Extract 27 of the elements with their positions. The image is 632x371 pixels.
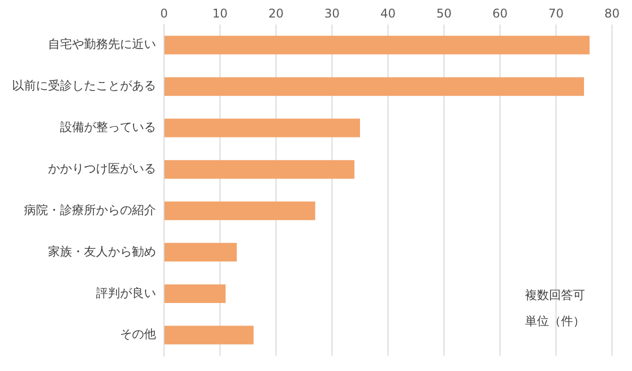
x-tick-label: 50 <box>436 6 452 20</box>
y-tick-label: 以前に受診したことがある <box>12 78 156 93</box>
y-tick-label: かかりつけ医がいる <box>48 162 156 176</box>
bar <box>164 77 584 96</box>
x-tick-label: 80 <box>604 6 620 20</box>
y-tick-label: 病院・診療所からの紹介 <box>24 202 156 217</box>
bar <box>164 201 316 220</box>
annotation: 複数回答可 <box>525 288 586 302</box>
x-tick-label: 70 <box>548 6 564 20</box>
y-tick-label: 家族・友人から勧め <box>48 244 156 258</box>
x-tick-label: 10 <box>212 6 228 20</box>
bar <box>164 118 360 138</box>
x-tick-label: 30 <box>324 6 340 20</box>
annotation: 単位（件） <box>525 314 586 328</box>
y-tick-label: 評判が良い <box>96 286 156 300</box>
bar <box>164 326 254 344</box>
y-tick-label: 設備が整っている <box>60 120 156 134</box>
x-tick-label: 40 <box>380 6 396 20</box>
bar <box>164 284 226 303</box>
y-tick-label: 自宅や勤務先に近い <box>48 37 156 52</box>
x-tick-label: 20 <box>268 6 284 20</box>
bar <box>164 36 590 54</box>
x-tick-label: 60 <box>492 6 508 20</box>
bar <box>164 242 237 262</box>
x-tick-label: 0 <box>160 6 168 20</box>
bar <box>164 160 354 179</box>
y-tick-label: その他 <box>120 327 156 342</box>
